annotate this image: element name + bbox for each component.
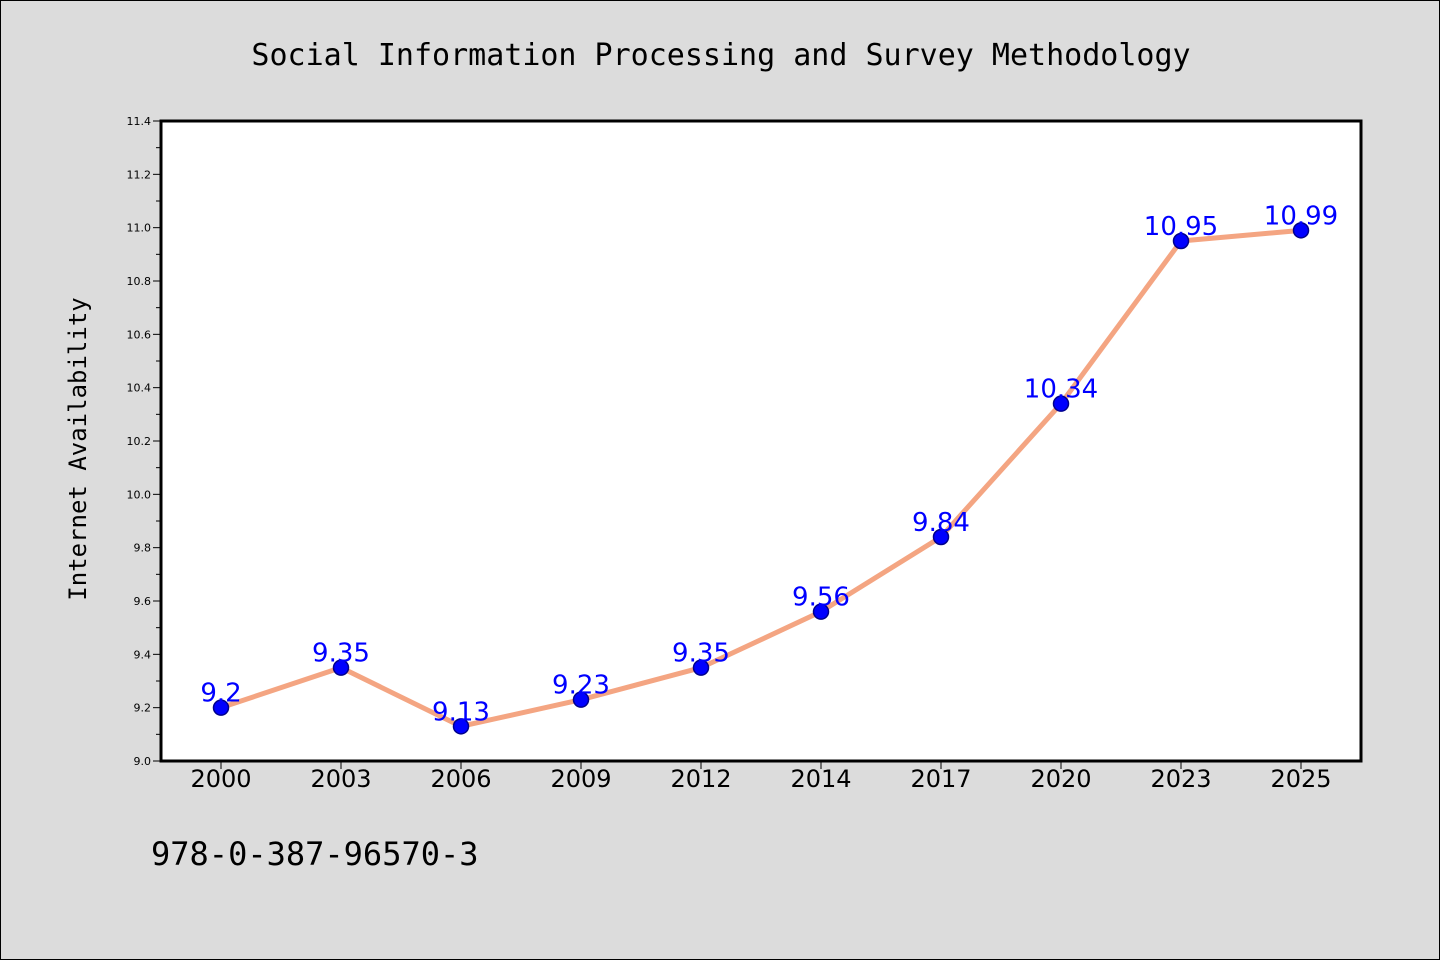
data-point [1292,222,1310,239]
y-tick-label: 9.2 [134,702,152,715]
data-label: 9.13 [432,697,490,727]
y-tick-label: 11.0 [127,222,152,235]
data-label: 10.99 [1264,201,1338,231]
plot-area [161,121,1361,761]
y-tick-label: 9.4 [134,648,152,661]
data-point [1052,395,1070,412]
data-point [812,603,830,620]
data-point [572,691,590,708]
data-label: 9.35 [312,639,370,669]
series-group: 9.2 9.35 9.13 9.23 9.35 9.56 9.84 10.34 10.95 10.… [200,201,1338,735]
plot-frame [159,119,1363,763]
x-axis: 2000 2003 2006 2009 2012 2014 2017 2020 2023 2025 [190,761,1332,793]
x-tick-label: 2020 [1030,765,1091,793]
data-label: 9.23 [552,671,610,701]
y-tick-label: 9.6 [134,595,152,608]
y-tick-label: 11.2 [127,168,152,181]
y-tick-label: 10.4 [127,382,152,395]
data-point [1172,232,1190,250]
y-tick-label: 10.0 [127,488,152,501]
y-axis: 9.0 9.2 9.4 9.6 9.8 10.0 10.2 10.4 10.6 10.8 11.0 1… [127,115,161,768]
y-tick-label: 11.4 [127,115,152,128]
data-point [332,659,350,676]
y-tick-label: 10.6 [127,328,152,341]
y-axis-label: Internet Availability [64,297,92,600]
data-label: 10.34 [1024,375,1098,405]
y-tick-label: 9.8 [134,542,152,555]
data-point [452,718,470,735]
y-tick-label: 9.0 [134,755,152,768]
x-tick-label: 2017 [910,765,971,793]
data-point [692,659,710,676]
series-line [218,227,1304,729]
footer-code: 978-0-387-96570-3 [151,835,479,873]
x-tick-label: 2023 [1150,765,1211,793]
x-tick-label: 2012 [670,765,731,793]
data-label: 9.35 [672,639,730,669]
x-tick-label: 2009 [550,765,611,793]
y-tick-label: 10.8 [127,275,152,288]
data-label: 9.56 [792,583,850,613]
x-tick-label: 2000 [190,765,251,793]
data-point [932,528,950,546]
x-tick-label: 2014 [790,765,851,793]
x-tick-label: 2025 [1270,765,1331,793]
x-tick-label: 2006 [430,765,491,793]
data-point [212,699,230,716]
y-tick-label: 10.2 [127,435,152,448]
x-tick-label: 2003 [310,765,371,793]
chart-title: Social Information Processing and Survey… [251,38,1190,73]
data-label: 10.95 [1144,212,1218,242]
data-label: 9.2 [200,679,241,709]
data-label: 9.84 [912,508,970,538]
